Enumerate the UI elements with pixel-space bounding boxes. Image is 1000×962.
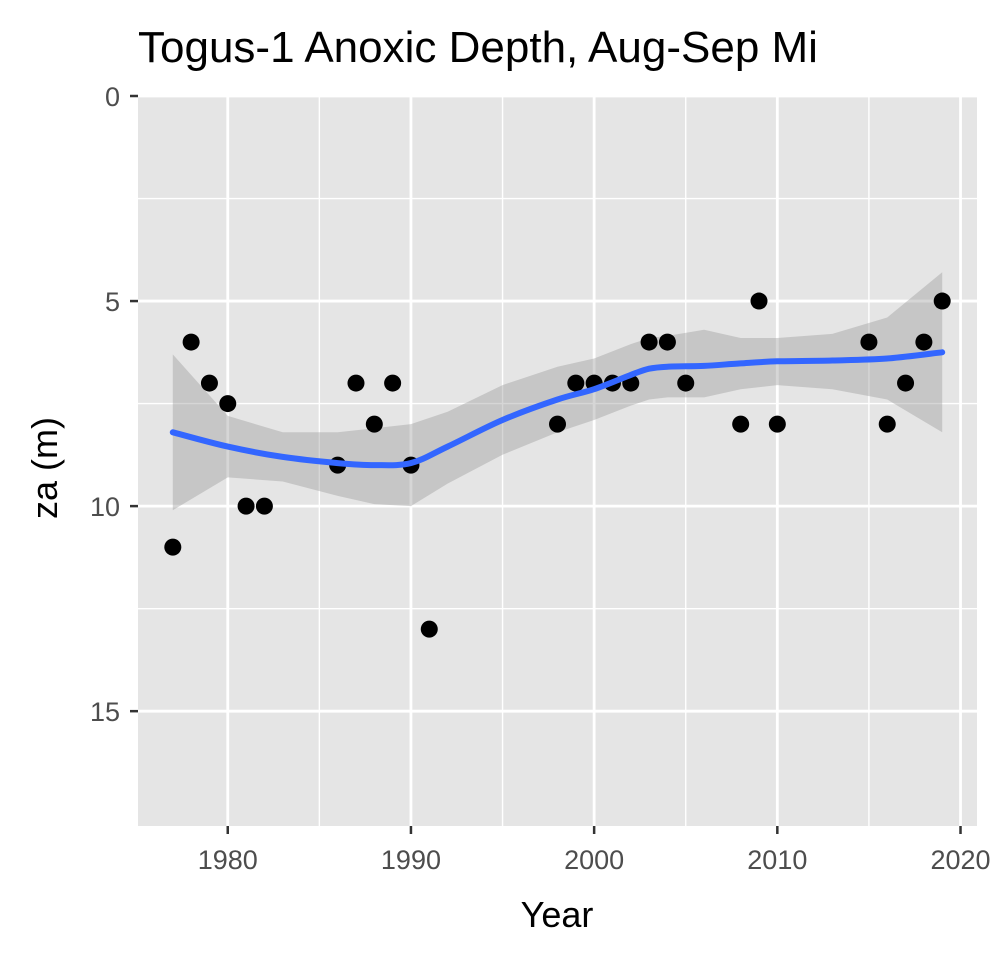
x-tick-label: 2000 — [564, 845, 624, 875]
x-axis-title: Year — [521, 894, 594, 935]
data-point — [860, 333, 878, 351]
y-tick-label: 0 — [105, 82, 120, 112]
data-point — [658, 333, 676, 351]
data-point — [164, 538, 182, 556]
x-tick-label: 2020 — [930, 845, 990, 875]
y-axis-title: za (m) — [24, 417, 65, 519]
chart-title: Togus-1 Anoxic Depth, Aug-Sep Mi — [138, 23, 818, 72]
data-point — [567, 374, 585, 392]
x-tick-label: 2010 — [747, 845, 807, 875]
data-point — [933, 292, 951, 310]
data-point — [347, 374, 365, 392]
data-point — [878, 415, 896, 433]
major-gridlines — [138, 94, 977, 826]
data-point — [768, 415, 786, 433]
minor-gridlines — [138, 96, 977, 826]
confidence-ribbon — [172, 272, 943, 511]
data-point — [420, 620, 438, 638]
smooth-fit-line — [169, 349, 946, 469]
x-tick-label: 1980 — [198, 845, 258, 875]
data-point — [237, 497, 255, 515]
data-point — [640, 333, 658, 351]
data-point — [549, 415, 566, 433]
y-axis: 0 5 10 15 — [90, 82, 138, 727]
data-point — [750, 292, 768, 310]
data-point — [384, 374, 402, 392]
y-tick-label: 10 — [90, 492, 120, 522]
data-point — [677, 374, 695, 392]
data-point — [255, 497, 273, 515]
plot-panel — [138, 96, 977, 826]
data-point — [200, 374, 218, 392]
y-tick-label: 15 — [90, 697, 120, 727]
data-point — [897, 374, 915, 392]
data-point — [182, 333, 200, 351]
y-tick-label: 5 — [105, 287, 120, 317]
x-tick-label: 1990 — [381, 845, 441, 875]
x-axis: 1980 1990 2000 2010 2020 — [198, 826, 991, 875]
data-point — [915, 333, 933, 351]
data-point — [365, 415, 383, 433]
data-point — [219, 395, 237, 413]
data-point — [732, 415, 750, 433]
